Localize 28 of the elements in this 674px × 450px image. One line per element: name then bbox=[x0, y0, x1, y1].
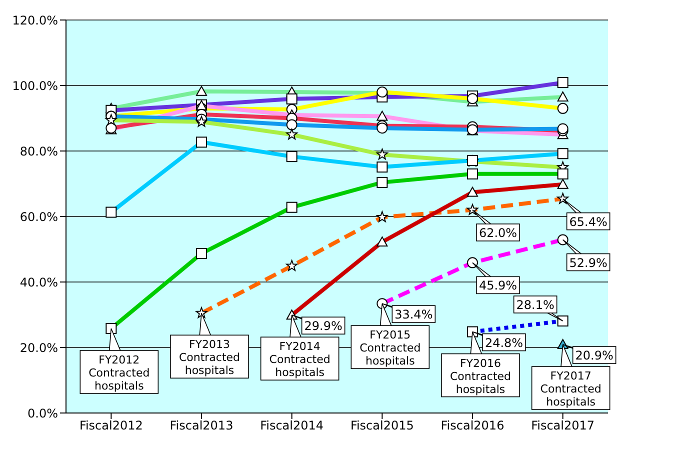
data-label: 33.4% bbox=[394, 308, 433, 322]
y-tick-label: 120.0% bbox=[12, 13, 58, 28]
data-label: 52.9% bbox=[569, 256, 608, 270]
annotation: FY2014 Contracted hospitals bbox=[269, 340, 330, 380]
data-label: 24.8% bbox=[484, 336, 524, 350]
annotation: FY2015 Contracted hospitals bbox=[360, 328, 421, 368]
data-label: 45.9% bbox=[478, 278, 518, 293]
data-label: 20.9% bbox=[575, 348, 614, 363]
x-tick-label: Fiscal2013 bbox=[170, 418, 234, 433]
y-tick-label: 0.0% bbox=[28, 406, 58, 420]
y-tick-label: 60.0% bbox=[20, 210, 58, 224]
x-tick-label: Fiscal2015 bbox=[350, 418, 414, 433]
data-label: 62.0% bbox=[478, 226, 518, 240]
data-label: 28.1% bbox=[516, 298, 554, 312]
data-label: 29.9% bbox=[304, 319, 342, 334]
y-tick-label: 20.0% bbox=[20, 340, 58, 355]
y-tick-label: 100.0% bbox=[12, 78, 58, 93]
x-tick-label: Fiscal2017 bbox=[531, 418, 595, 433]
x-tick-label: Fiscal2016 bbox=[440, 418, 504, 433]
x-tick-label: Fiscal2012 bbox=[79, 418, 143, 433]
y-tick-label: 80.0% bbox=[20, 144, 58, 158]
annotation: FY2017 Contracted hospitals bbox=[540, 370, 602, 409]
annotation: FY2012 Contracted hospitals bbox=[88, 354, 150, 393]
annotation: FY2013 Contracted hospitals bbox=[178, 338, 240, 378]
x-tick-label: Fiscal2014 bbox=[260, 418, 324, 433]
data-label: 65.4% bbox=[569, 214, 608, 229]
annotation: FY2016 Contracted hospitals bbox=[450, 356, 512, 396]
y-tick-label: 40.0% bbox=[20, 275, 58, 290]
